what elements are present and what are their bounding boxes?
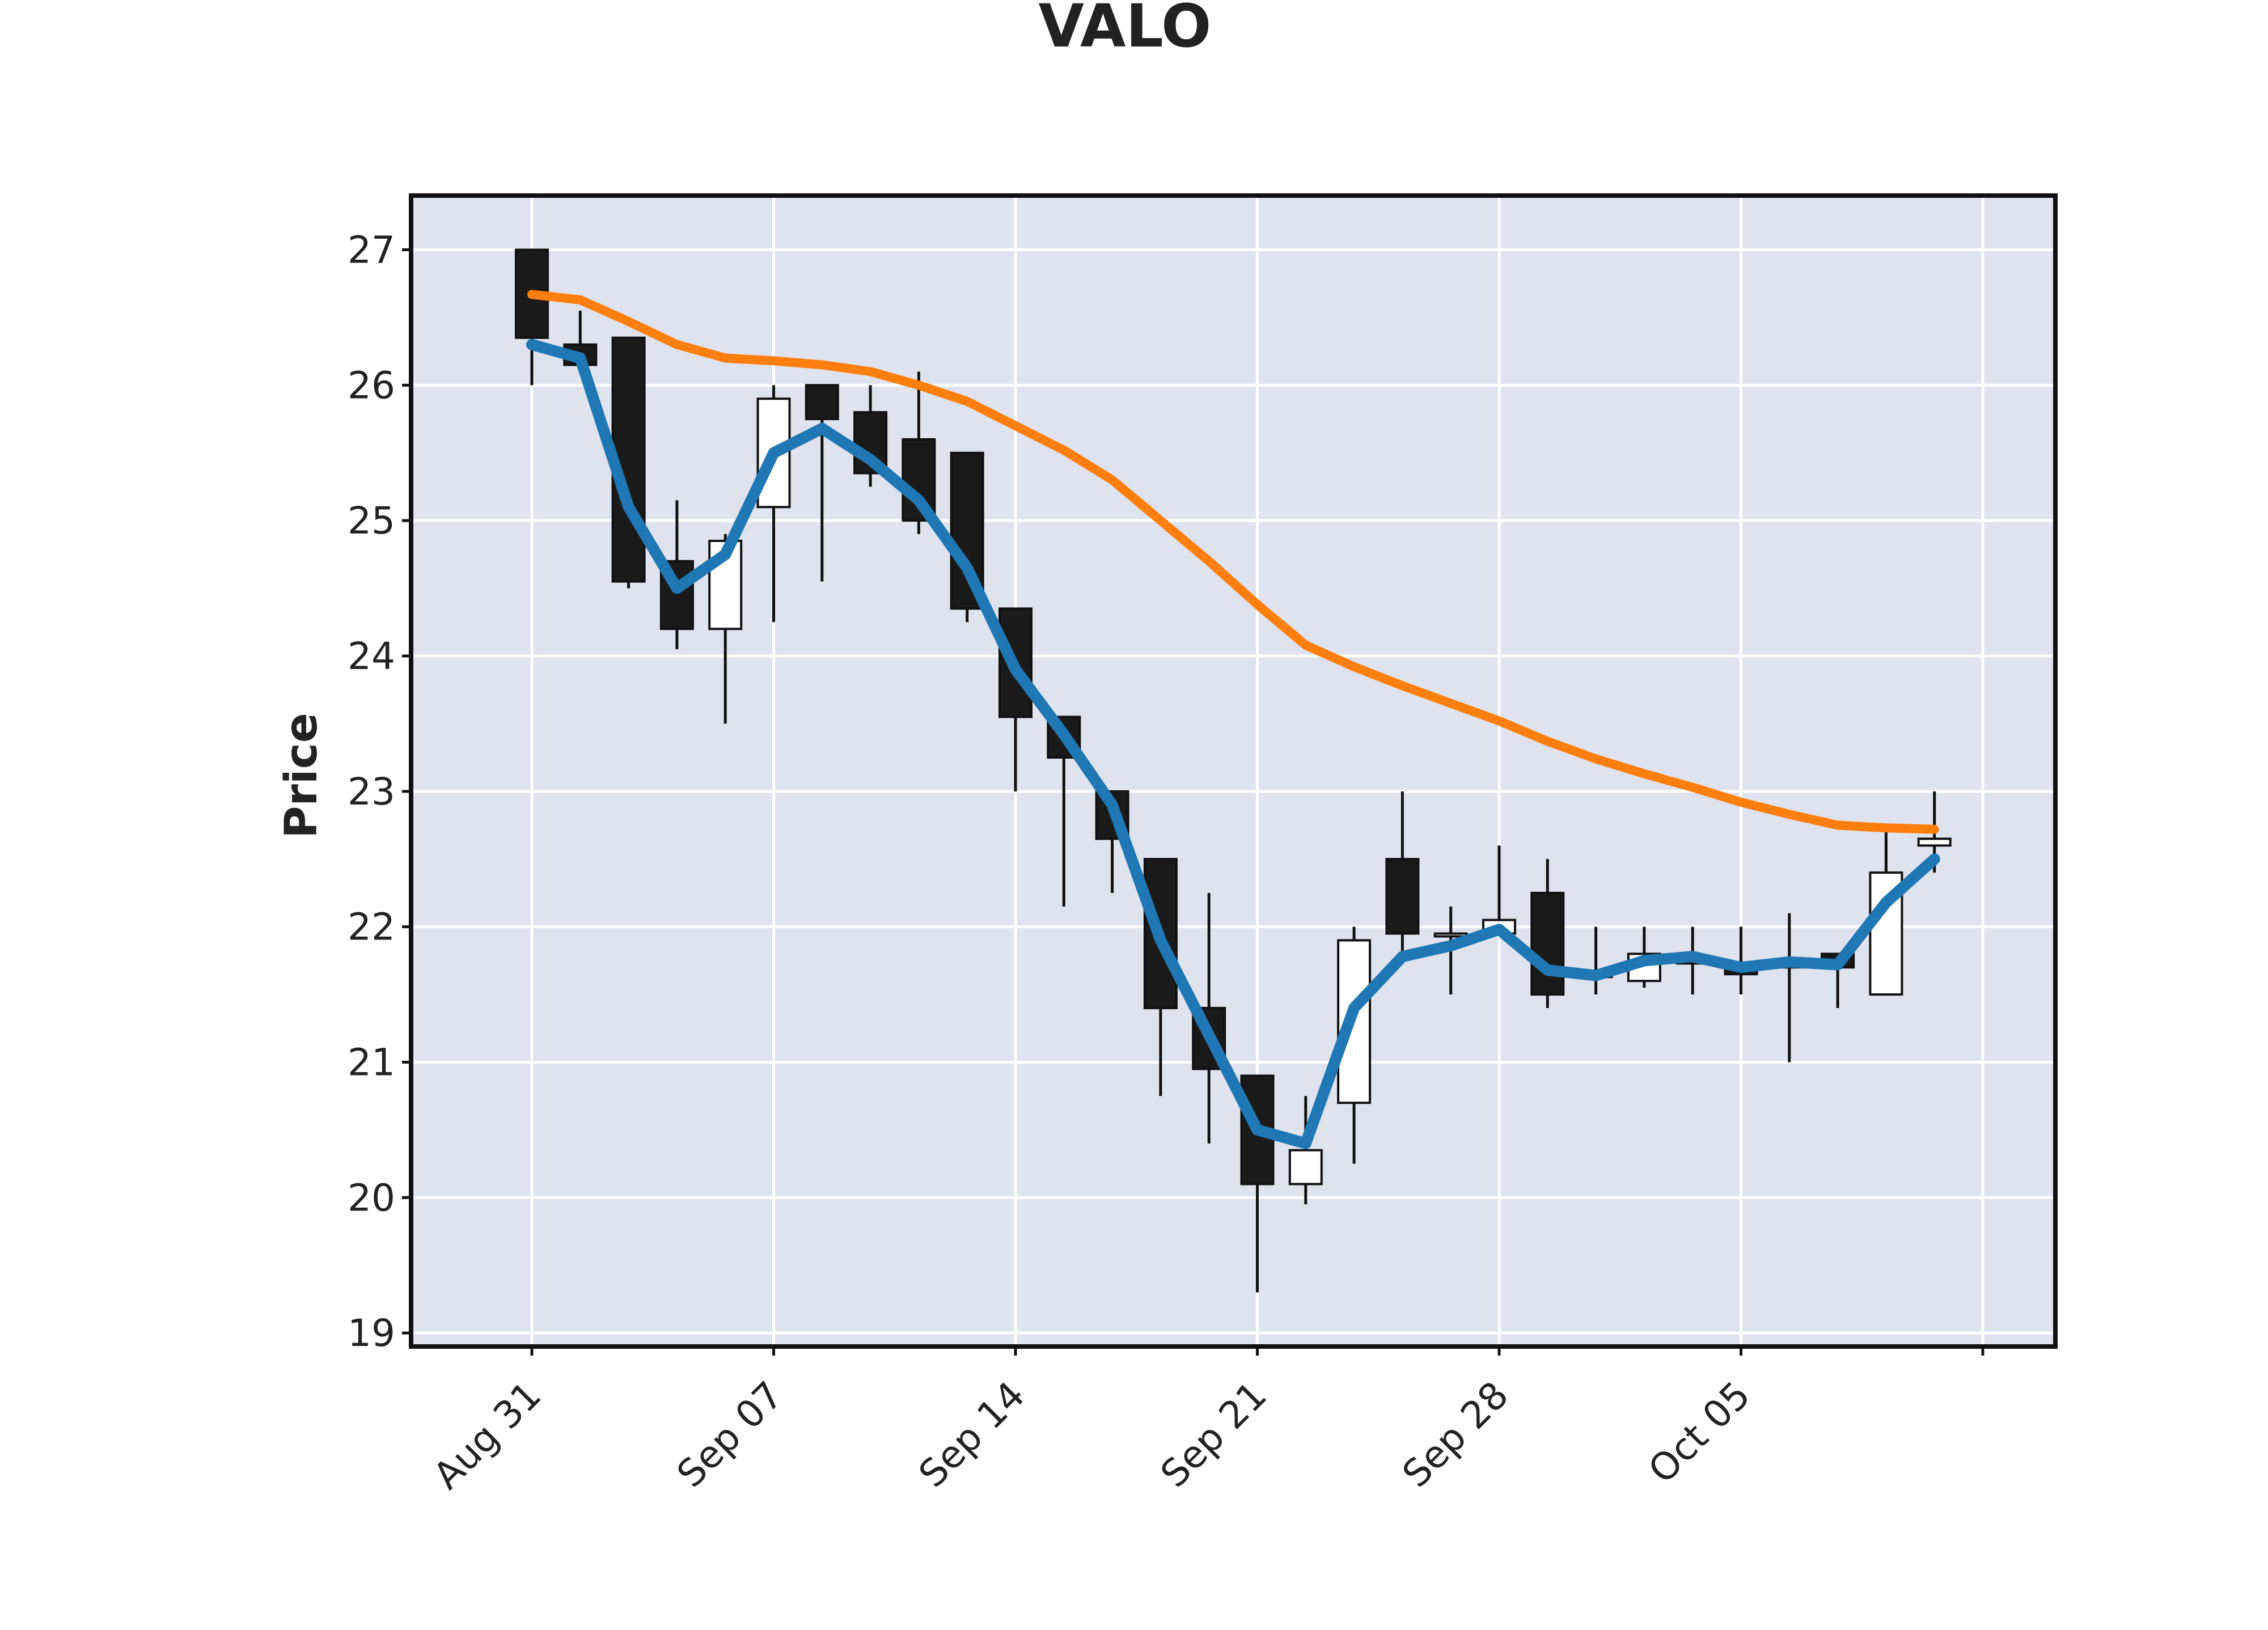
x-tick-label: Sep 21 [1152, 1373, 1275, 1496]
plot-area [411, 196, 2055, 1347]
x-tick-label: Oct 05 [1640, 1373, 1758, 1492]
candle-body-up [1917, 837, 1952, 847]
candle-body-down [805, 384, 839, 421]
y-tick-label: 25 [348, 499, 395, 543]
y-tick-label: 20 [348, 1176, 395, 1220]
y-tick-label: 21 [348, 1040, 395, 1084]
candle-body-down [1143, 858, 1178, 1009]
y-tick-label: 24 [348, 634, 395, 678]
y-axis-label: Price [276, 713, 327, 839]
candle-body-up [1433, 932, 1468, 938]
y-tick-label: 27 [348, 228, 395, 272]
x-tick-label: Sep 07 [668, 1373, 792, 1496]
plot-frame [409, 193, 2058, 1349]
chart-title: VALO [1039, 0, 1212, 61]
y-tick-label: 19 [348, 1311, 395, 1355]
y-tick-label: 23 [348, 770, 395, 814]
candle-body-up [1288, 1149, 1323, 1186]
y-tick-label: 26 [348, 363, 395, 407]
moving-average-long-line [527, 290, 1939, 834]
x-tick-label: Sep 14 [911, 1373, 1034, 1496]
x-tick-label: Aug 31 [425, 1373, 550, 1498]
y-tick-label: 22 [348, 905, 395, 949]
moving-average-lines [526, 290, 1940, 1149]
candle-body-down [1530, 891, 1565, 996]
candle-body-down [1385, 858, 1420, 935]
moving-average-short-line [526, 338, 1940, 1149]
x-tick-label: Sep 28 [1394, 1373, 1517, 1496]
